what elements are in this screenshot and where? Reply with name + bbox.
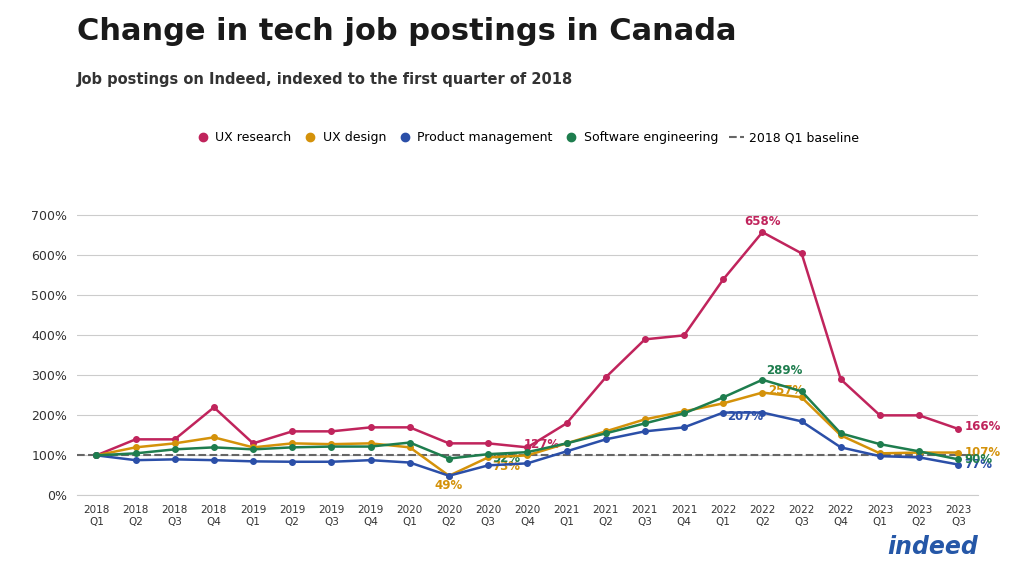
Text: 127%: 127%: [523, 438, 559, 451]
Text: Change in tech job postings in Canada: Change in tech job postings in Canada: [77, 17, 736, 46]
Legend: UX research, UX design, Product management, Software engineering, 2018 Q1 baseli: UX research, UX design, Product manageme…: [190, 126, 864, 149]
Text: 257%: 257%: [768, 384, 805, 397]
Text: 49%: 49%: [435, 479, 463, 492]
Text: 107%: 107%: [965, 446, 1000, 459]
Text: indeed: indeed: [887, 535, 978, 559]
Text: 77%: 77%: [965, 458, 992, 471]
Text: 207%: 207%: [727, 411, 763, 423]
Text: Job postings on Indeed, indexed to the first quarter of 2018: Job postings on Indeed, indexed to the f…: [77, 72, 573, 87]
Text: 90%: 90%: [965, 453, 992, 466]
Text: 289%: 289%: [766, 363, 803, 377]
Text: 92%: 92%: [493, 452, 520, 465]
Text: 73%: 73%: [493, 460, 520, 473]
Text: 166%: 166%: [965, 420, 1000, 433]
Text: 658%: 658%: [744, 215, 780, 228]
